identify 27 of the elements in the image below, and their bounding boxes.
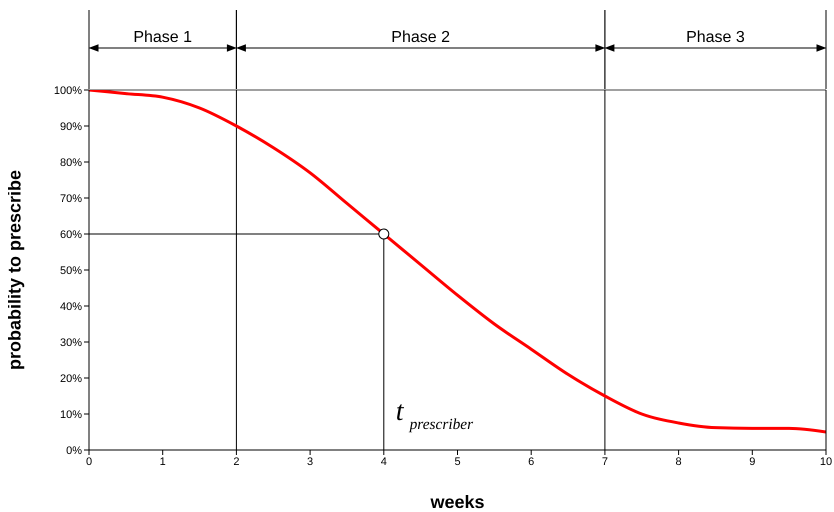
y-tick-label: 70% — [60, 192, 82, 205]
x-tick-label: 8 — [676, 456, 682, 468]
x-tick-label: 0 — [86, 456, 92, 468]
x-tick-label: 1 — [160, 456, 166, 468]
text: Phase 3 — [686, 29, 745, 46]
x-tick-label: 2 — [233, 456, 240, 468]
y-tick-label: 10% — [60, 408, 82, 421]
y-tick-label: 50% — [60, 264, 82, 277]
x-tick-label: 4 — [380, 456, 387, 468]
x-tick-label: 6 — [528, 456, 534, 468]
x-tick-label: 10 — [820, 456, 832, 468]
annotation: t$_{prescriber}$ — [396, 396, 474, 432]
x-tick-label: 5 — [454, 456, 461, 468]
text: Phase 1 — [133, 29, 192, 46]
y-tick-label: 100% — [54, 84, 82, 97]
y-tick-label: 60% — [60, 228, 82, 241]
text: Phase 2 — [391, 29, 450, 46]
y-tick-label: 0% — [66, 444, 82, 457]
y-tick-label: 30% — [60, 336, 82, 349]
x-tick-label: 3 — [307, 456, 314, 468]
x-tick-label: 7 — [602, 456, 608, 468]
x-tick-label: 9 — [749, 456, 756, 468]
y-tick-label: 90% — [60, 120, 82, 133]
y-tick-label: 20% — [60, 372, 82, 385]
y-tick-label: 80% — [60, 156, 82, 169]
y-tick-label: 40% — [60, 300, 82, 313]
x-axis-title: weeks — [429, 492, 485, 512]
